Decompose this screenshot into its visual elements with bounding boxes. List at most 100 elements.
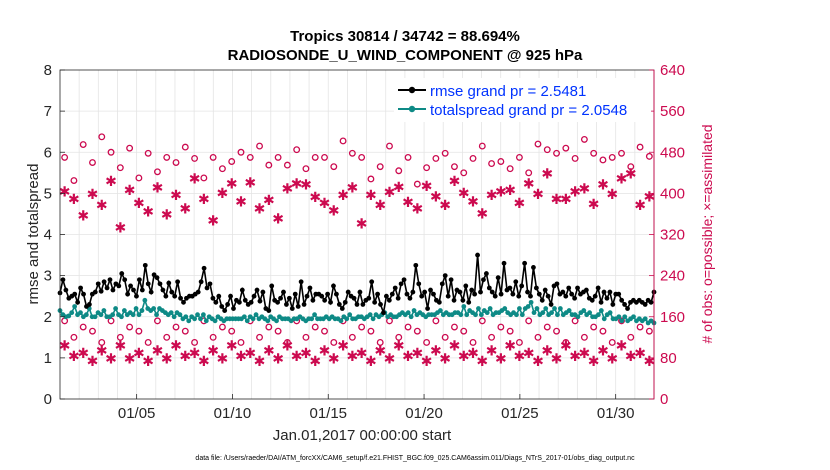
rmse-point — [151, 272, 157, 278]
obs-assimilated-marker: ✱ — [421, 179, 433, 195]
obs-possible-marker — [311, 153, 319, 161]
rmse-point — [354, 302, 360, 307]
rmse-point — [419, 293, 425, 299]
spread-point — [405, 310, 411, 316]
obs-assimilated-marker: ✱ — [467, 346, 479, 362]
spread-point — [601, 316, 607, 322]
rmse-point — [72, 291, 78, 297]
spread-point — [484, 310, 490, 316]
y-tick-label-right: 640 — [660, 62, 685, 79]
spread-point — [525, 304, 531, 309]
rmse-point — [569, 291, 575, 297]
spread-point — [476, 306, 481, 311]
y-tick-label-left: 8 — [44, 62, 52, 79]
rmse-point — [542, 287, 548, 293]
rmse-point — [334, 291, 339, 297]
obs-assimilated-marker: ✱ — [616, 339, 628, 355]
y-tick-label-left: 0 — [44, 391, 52, 408]
obs-assimilated-marker: ✱ — [356, 217, 368, 233]
obs-assimilated-marker: ✱ — [532, 187, 544, 203]
rmse-point — [648, 299, 654, 305]
spread-point — [78, 310, 83, 316]
spread-point — [265, 318, 271, 324]
rmse-point — [619, 297, 625, 303]
legend-box — [394, 78, 651, 122]
rmse-point — [595, 285, 601, 291]
obs-assimilated-marker: ✱ — [356, 346, 368, 362]
rmse-point — [548, 302, 554, 307]
x-axis-label: Jan.01,2017 00:00:00 start — [273, 427, 452, 444]
obs-possible-marker — [441, 149, 449, 157]
spread-point — [581, 308, 587, 313]
obs-possible-marker — [497, 323, 505, 331]
rmse-point — [278, 295, 283, 301]
rmse-point — [163, 293, 169, 299]
obs-assimilated-marker: ✱ — [282, 339, 294, 355]
obs-assimilated-marker: ✱ — [458, 186, 470, 202]
obs-possible-marker — [636, 323, 644, 331]
obs-assimilated-marker: ✱ — [411, 201, 423, 217]
obs-assimilated-marker: ✱ — [68, 192, 80, 208]
spread-point — [528, 299, 534, 305]
obs-possible-marker — [256, 333, 263, 341]
obs-assimilated-marker: ✱ — [643, 354, 655, 370]
obs-possible-marker — [376, 163, 384, 171]
rmse-point — [122, 277, 128, 283]
rmse-point — [398, 281, 404, 287]
obs-possible-marker — [339, 137, 347, 145]
obs-assimilated-marker: ✱ — [569, 349, 581, 365]
obs-possible-marker — [89, 159, 96, 166]
obs-possible-marker — [348, 149, 356, 157]
spread-point — [587, 310, 593, 316]
rmse-point — [642, 302, 648, 307]
obs-possible-marker — [553, 327, 560, 335]
rmse-point — [592, 293, 598, 299]
obs-assimilated-marker: ✱ — [541, 166, 553, 182]
rmse-point — [322, 297, 328, 303]
obs-assimilated-marker: ✱ — [523, 177, 535, 193]
obs-assimilated-marker: ✱ — [124, 351, 136, 367]
spread-point — [549, 310, 554, 316]
obs-possible-marker — [302, 333, 310, 341]
spread-point — [622, 314, 628, 320]
obs-possible-marker — [209, 333, 217, 341]
rmse-point — [622, 302, 627, 307]
rmse-point — [478, 289, 483, 295]
spread-point — [347, 312, 353, 318]
spread-point — [168, 310, 174, 316]
rmse-point — [425, 306, 430, 311]
rmse-point — [286, 295, 292, 301]
y-tick-label-right: 560 — [660, 103, 685, 120]
obs-assimilated-marker: ✱ — [124, 183, 136, 199]
spread-point — [66, 313, 72, 319]
obs-possible-marker — [451, 163, 458, 171]
rmse-point — [460, 297, 466, 303]
rmse-point — [498, 291, 504, 297]
rmse-point — [219, 304, 225, 309]
obs-assimilated-marker: ✱ — [300, 346, 312, 362]
spread-point — [514, 312, 519, 318]
rmse-point — [401, 277, 407, 283]
obs-assimilated-marker: ✱ — [588, 197, 600, 213]
obs-possible-marker — [543, 323, 551, 331]
obs-possible-marker — [395, 333, 403, 341]
obs-assimilated-marker: ✱ — [430, 189, 442, 205]
obs-assimilated-marker: ✱ — [68, 349, 80, 365]
rmse-point — [281, 289, 286, 295]
obs-possible-marker — [358, 323, 366, 331]
obs-possible-marker — [274, 153, 282, 161]
spread-point — [543, 306, 549, 311]
obs-assimilated-marker: ✱ — [179, 201, 191, 217]
obs-assimilated-marker: ✱ — [59, 339, 71, 355]
obs-assimilated-marker: ✱ — [616, 171, 628, 187]
obs-assimilated-marker: ✱ — [560, 192, 572, 208]
obs-possible-marker — [469, 154, 477, 162]
obs-assimilated-marker: ✱ — [244, 176, 256, 192]
obs-assimilated-marker: ✱ — [495, 351, 507, 367]
obs-assimilated-marker: ✱ — [105, 174, 117, 190]
obs-assimilated-marker: ✱ — [235, 195, 247, 211]
rmse-point — [395, 295, 401, 301]
spread-point — [177, 312, 183, 318]
obs-possible-marker — [265, 161, 273, 169]
rmse-point — [489, 289, 495, 295]
